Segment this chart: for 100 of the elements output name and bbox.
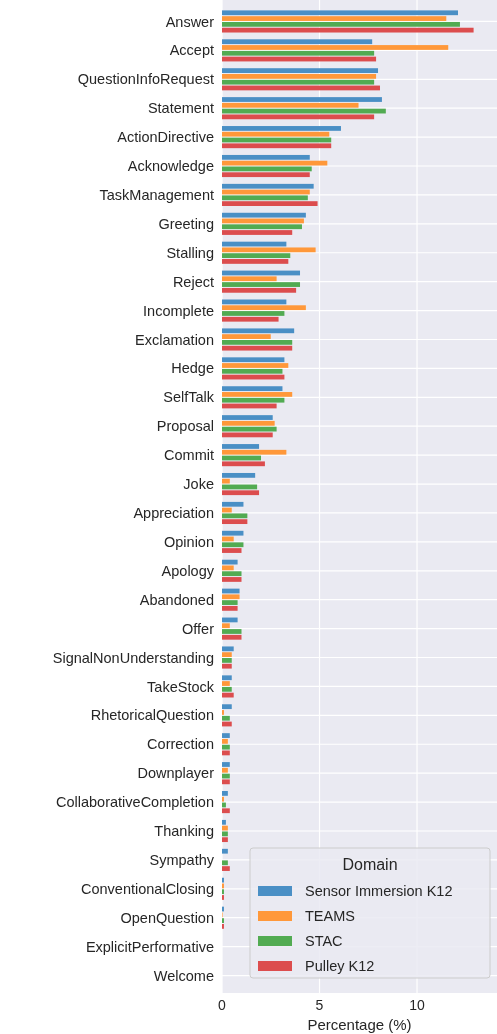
bar [222, 276, 277, 282]
bar [222, 675, 232, 681]
x-tick-label: 5 [315, 997, 324, 1013]
y-tick-label: OpenQuestion [120, 909, 214, 926]
bar [222, 154, 310, 160]
y-tick-label: QuestionInfoRequest [77, 71, 214, 88]
bar [222, 74, 377, 79]
bar [222, 368, 283, 374]
bar [222, 629, 242, 634]
bar [222, 600, 238, 605]
y-tick-label: Downplayer [137, 765, 215, 782]
bar [222, 39, 373, 45]
y-tick-label: Exclamation [135, 331, 214, 348]
legend-title: Domain [342, 856, 398, 873]
bar [222, 21, 460, 27]
bar [222, 744, 230, 750]
y-tick-label: Welcome [153, 967, 214, 984]
bar [222, 542, 244, 548]
bar [222, 68, 379, 73]
bar [222, 114, 375, 120]
y-tick-label: Hedge [171, 360, 214, 377]
bar [222, 183, 314, 189]
bar [222, 50, 375, 56]
bar [222, 715, 230, 721]
y-tick-label: CollaborativeCompletion [56, 794, 214, 811]
y-tick-label: Opinion [164, 533, 214, 550]
y-tick-label: Abandoned [139, 591, 214, 608]
bar [222, 848, 228, 854]
y-tick-label: Joke [183, 476, 214, 493]
bar [222, 16, 447, 21]
y-tick-label: Greeting [158, 215, 214, 232]
bar [222, 247, 316, 253]
bar [222, 577, 242, 582]
bar [222, 160, 328, 166]
bar [222, 224, 302, 230]
legend-label: Pulley K12 [305, 958, 375, 975]
legend-label: TEAMS [305, 908, 355, 925]
bar [222, 646, 234, 652]
bar [222, 328, 295, 334]
bar [222, 305, 306, 311]
y-tick-label: RhetoricalQuestion [90, 707, 214, 724]
y-tick-label: ConventionalClosing [81, 880, 214, 897]
bar [222, 831, 228, 837]
bar [222, 339, 293, 345]
y-tick-label: TaskManagement [99, 187, 214, 203]
bar [222, 201, 318, 206]
x-tick-label: 0 [218, 997, 227, 1013]
bar [222, 762, 230, 767]
bar [222, 860, 228, 866]
bar [222, 767, 228, 773]
bar [222, 791, 228, 796]
y-tick-label: Acknowledge [127, 158, 214, 175]
y-tick-label: Reject [172, 273, 214, 290]
bar [222, 334, 271, 339]
bar [222, 652, 232, 658]
bar [222, 230, 293, 235]
y-tick-label: SignalNonUnderstanding [52, 649, 214, 666]
bar [222, 79, 375, 85]
y-tick-label: TakeStock [147, 678, 215, 695]
bar [222, 420, 275, 426]
y-tick-label: Accept [169, 42, 214, 59]
legend-label: STAC [305, 933, 343, 950]
bar [222, 686, 232, 692]
bar [222, 519, 248, 525]
y-tick-label: Stalling [166, 244, 214, 261]
bar [222, 102, 359, 108]
y-tick-label: Answer [165, 13, 215, 30]
bar [222, 259, 289, 264]
y-tick-label: Thanking [154, 823, 214, 840]
bar [222, 345, 293, 351]
x-tick-label: 10 [409, 997, 426, 1013]
bar [222, 172, 310, 178]
bar [222, 45, 449, 50]
bar [222, 461, 265, 467]
bar [222, 386, 283, 392]
y-tick-label: SelfTalk [163, 389, 215, 406]
legend-label: Sensor Immersion K12 [305, 883, 453, 900]
bar [222, 195, 308, 201]
y-tick-label: Proposal [156, 418, 214, 435]
bar [222, 311, 285, 316]
bar [222, 478, 230, 484]
y-tick-label: Appreciation [133, 505, 214, 522]
bar [222, 733, 230, 738]
bar [222, 808, 230, 814]
bar [222, 501, 244, 507]
bar [222, 287, 297, 293]
bar [222, 513, 248, 519]
bar [222, 704, 232, 710]
bar [222, 605, 238, 611]
bar [222, 681, 230, 686]
y-tick-label: Commit [164, 447, 214, 464]
y-tick-label: ActionDirective [117, 129, 214, 146]
bar [222, 548, 242, 553]
bar [222, 126, 341, 131]
bar [222, 623, 230, 629]
y-tick-label: Sympathy [149, 851, 215, 868]
bar [222, 837, 228, 843]
bar [222, 392, 293, 397]
y-tick-label: Offer [182, 620, 215, 637]
y-tick-label: Incomplete [143, 302, 214, 319]
